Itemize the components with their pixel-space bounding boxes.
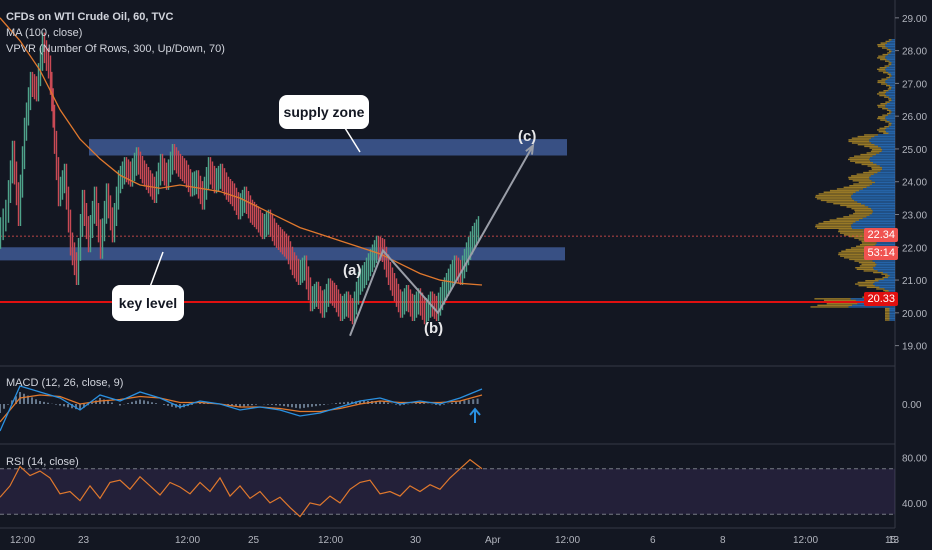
wave-c-label: (c) <box>518 128 536 145</box>
y-tick-label: 26.00 <box>902 112 927 123</box>
macd-line <box>0 385 483 432</box>
y-tick-label: 22.00 <box>902 243 927 254</box>
wave-path <box>349 145 534 337</box>
supply-zone-box <box>89 139 567 156</box>
rsi-legend[interactable]: RSI (14, close) <box>6 456 79 468</box>
x-tick-label: 12:00 <box>10 535 35 546</box>
y-tick-label: 28.00 <box>902 47 927 58</box>
macd-arrow-icon <box>469 407 481 423</box>
x-tick-label: 25 <box>248 535 260 546</box>
x-tick-label: 12:00 <box>555 535 580 546</box>
y-tick-label: 24.00 <box>902 178 927 189</box>
x-tick-label: 13 <box>888 535 900 546</box>
wave-arrowhead <box>525 143 535 155</box>
x-tick-label: Apr <box>485 535 501 546</box>
symbol-title: CFDs on WTI Crude Oil, 60, TVC <box>6 11 174 23</box>
rsi-band <box>0 468 895 515</box>
last-price-tag: 22.34 <box>864 228 898 242</box>
wave-b-label: (b) <box>424 320 443 337</box>
vpvr-legend[interactable]: VPVR (Number Of Rows, 300, Up/Down, 70) <box>6 43 225 55</box>
supply-zone-pointer <box>344 127 361 153</box>
bearish-candles <box>13 32 462 325</box>
macd-tick-label: 0.00 <box>902 400 922 411</box>
wave-a-label: (a) <box>343 262 361 279</box>
x-tick-label: 8 <box>720 535 726 546</box>
macd-legend[interactable]: MACD (12, 26, close, 9) <box>6 377 124 389</box>
rsi-line <box>0 458 483 518</box>
vpvr-up-volume <box>810 39 892 321</box>
rsi-tick-label: 40.00 <box>902 499 927 510</box>
rsi-tick-label: 80.00 <box>902 453 927 464</box>
y-tick-label: 21.00 <box>902 276 927 287</box>
key-level-pointer <box>149 251 164 288</box>
key-level-price-tag: 20.33 <box>864 292 898 306</box>
x-tick-label: 6 <box>650 535 656 546</box>
macd-signal-line <box>0 394 483 423</box>
y-tick-label: 25.00 <box>902 145 927 156</box>
x-tick-label: 12:00 <box>793 535 818 546</box>
vpvr-down-volume <box>848 39 895 321</box>
y-tick-label: 20.00 <box>902 309 927 320</box>
ma-100-line <box>0 17 483 286</box>
y-tick-label: 27.00 <box>902 79 927 90</box>
countdown-tag: 53:14 <box>864 246 898 260</box>
y-tick-label: 19.00 <box>902 342 927 353</box>
bullish-candles <box>0 32 480 325</box>
x-tick-label: 12:00 <box>318 535 343 546</box>
y-tick-label: 23.00 <box>902 211 927 222</box>
y-tick-label: 29.00 <box>902 14 927 25</box>
x-tick-label: 12:00 <box>175 535 200 546</box>
x-tick-label: 23 <box>78 535 90 546</box>
x-tick-label: 30 <box>410 535 422 546</box>
supply-zone-callout: supply zone <box>279 95 369 129</box>
key-level-callout: key level <box>112 285 184 321</box>
ma-legend[interactable]: MA (100, close) <box>6 27 83 39</box>
x-tick-label: 15 <box>885 535 897 546</box>
